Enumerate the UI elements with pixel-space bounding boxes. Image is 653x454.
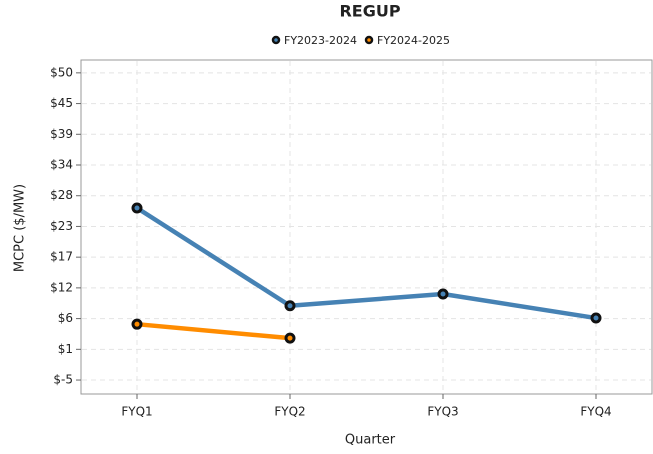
y-tick-label: $45 xyxy=(50,96,73,110)
chart-title: REGUP xyxy=(339,2,400,21)
series-line xyxy=(135,206,597,321)
x-tick-label: FYQ1 xyxy=(121,405,152,419)
y-tick-label: $23 xyxy=(50,219,73,233)
y-tick-label: $6 xyxy=(58,311,73,325)
y-tick-label: $50 xyxy=(50,65,73,79)
y-tick-label: $12 xyxy=(50,280,73,294)
legend-marker xyxy=(364,35,374,45)
plot-area xyxy=(80,59,653,395)
data-point xyxy=(437,288,449,300)
series-line xyxy=(136,321,291,341)
legend-marker xyxy=(271,35,281,45)
x-axis-label: Quarter xyxy=(345,433,396,448)
y-tick-label: $34 xyxy=(50,158,73,172)
legend-label: FY2023-2024 xyxy=(284,34,357,47)
x-tick-label: FYQ2 xyxy=(274,405,305,419)
data-point xyxy=(590,312,602,324)
x-tick-label: FYQ4 xyxy=(580,405,611,419)
data-point xyxy=(284,300,296,312)
y-tick-label: $17 xyxy=(50,250,73,264)
data-point xyxy=(131,202,143,214)
y-axis-label: MCPC ($/MW) xyxy=(13,184,28,272)
y-tick-label: $1 xyxy=(58,342,73,356)
y-tick-label: $39 xyxy=(50,127,73,141)
legend-label: FY2024-2025 xyxy=(377,34,450,47)
x-tick-label: FYQ3 xyxy=(427,405,458,419)
data-point xyxy=(284,332,296,344)
y-tick-label: $28 xyxy=(50,188,73,202)
data-point xyxy=(131,318,143,330)
y-tick-label: $-5 xyxy=(53,373,73,387)
